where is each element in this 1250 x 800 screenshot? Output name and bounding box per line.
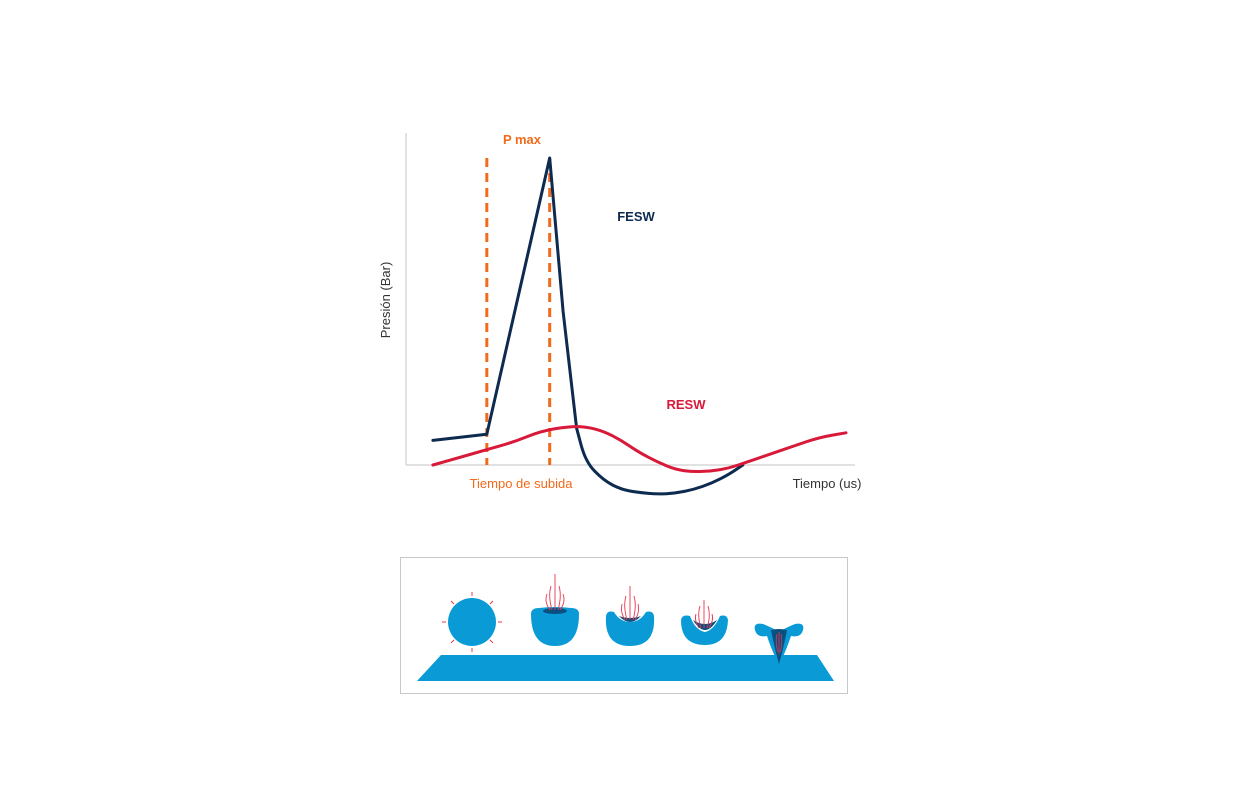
bubble-intact: [442, 592, 502, 652]
bubble-collapse-illustration: [417, 574, 834, 681]
chart-series: [431, 156, 848, 496]
series-line-fesw: [431, 156, 745, 496]
reference-lines: [485, 158, 552, 465]
chart-labels: Presión (Bar) Tiempo (us) P max Tiempo d…: [378, 132, 861, 491]
peak-annotation: P max: [503, 132, 542, 147]
series-label-resw: RESW: [667, 397, 707, 412]
bubble-collapse-3: [681, 600, 728, 645]
y-axis-label: Presión (Bar): [378, 262, 393, 339]
bubble-collapse-1: [531, 574, 579, 646]
series-label-fesw: FESW: [617, 209, 655, 224]
rise-time-annotation: Tiempo de subida: [470, 476, 574, 491]
series-line-resw: [431, 425, 848, 474]
chart-axes: [405, 133, 855, 466]
bubble-collapse-2: [605, 586, 655, 646]
bubble-jet-impact: [754, 623, 804, 664]
x-axis-label: Tiempo (us): [793, 476, 862, 491]
surface-plane: [417, 655, 834, 681]
bubble-collapse-panel: [400, 557, 848, 694]
